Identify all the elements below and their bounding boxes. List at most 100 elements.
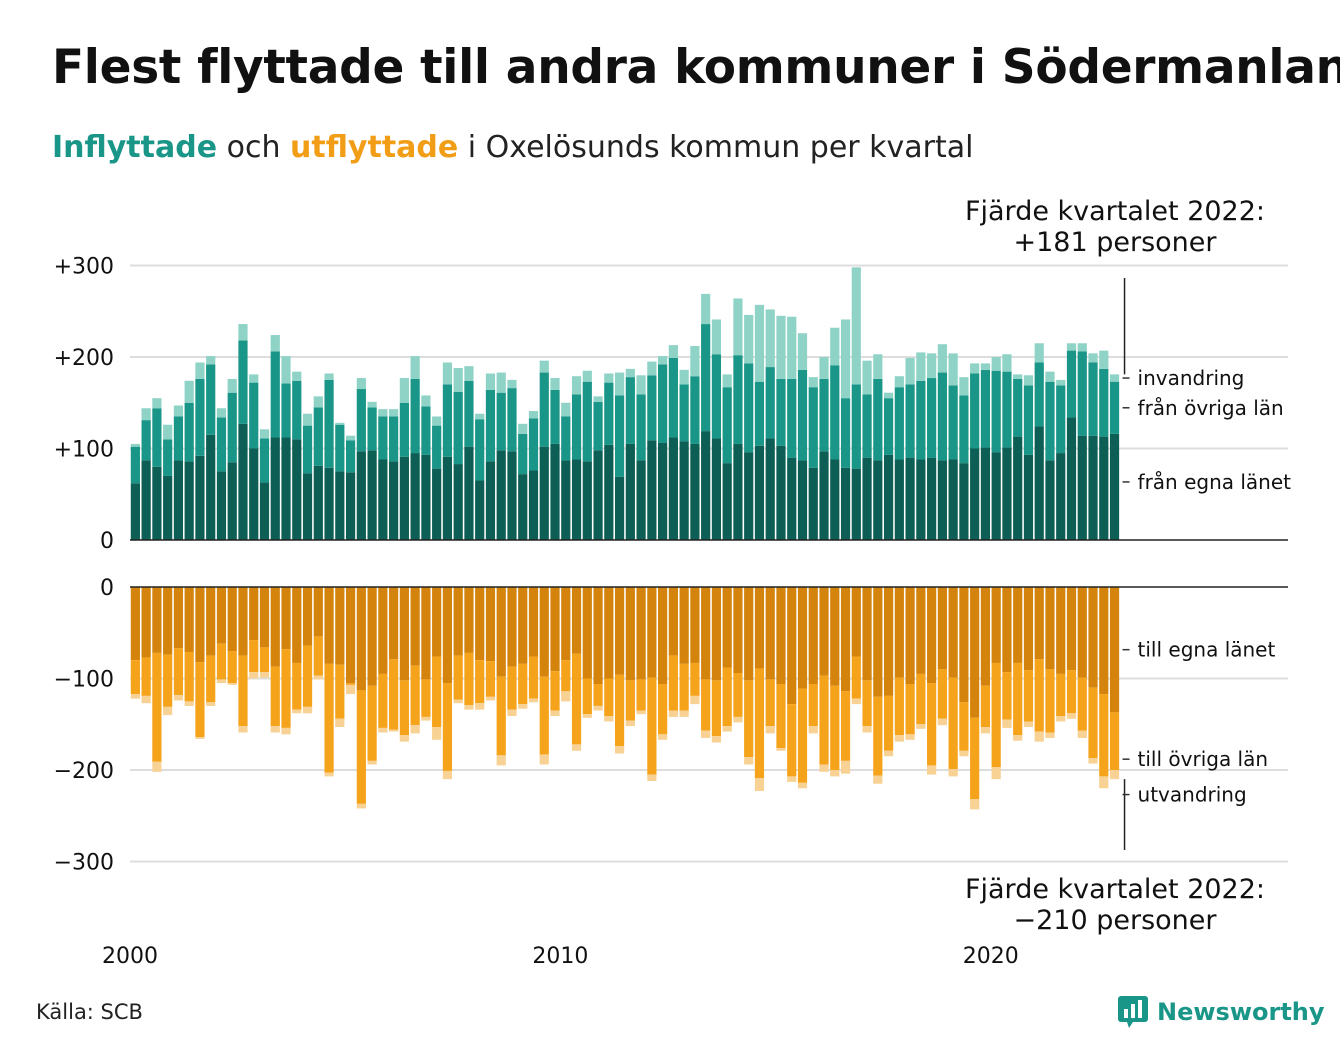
- bar-in-ovriga: [1045, 381, 1055, 461]
- bar-in-egna: [356, 451, 366, 541]
- bar-out-ovriga: [658, 683, 668, 735]
- bar-in-invandring: [141, 408, 151, 421]
- bar-out-egna: [227, 587, 237, 652]
- bar-in-ovriga: [905, 384, 915, 458]
- bar-out-ovriga: [249, 640, 259, 673]
- bar-out-ovriga: [399, 680, 409, 736]
- bar-in-invandring: [647, 361, 657, 376]
- bar-in-egna: [851, 468, 861, 540]
- bar-in-ovriga: [636, 394, 646, 461]
- bar-in-ovriga: [840, 398, 851, 468]
- bar-out-utvandring: [507, 709, 517, 717]
- bar-in-ovriga: [539, 372, 549, 447]
- bar-out-ovriga: [873, 696, 883, 776]
- bar-out-ovriga: [356, 690, 366, 804]
- bar-out-egna: [830, 587, 840, 686]
- bar-out-egna: [970, 587, 980, 718]
- bar-out-ovriga: [571, 653, 582, 745]
- bar-in-egna: [776, 445, 786, 540]
- bar-out-egna: [550, 587, 560, 672]
- bar-out-egna: [916, 587, 926, 674]
- bar-out-utvandring: [625, 720, 635, 727]
- y-tick-label-top: 0: [100, 529, 114, 554]
- bar-out-utvandring: [980, 727, 991, 734]
- bar-in-egna: [797, 460, 808, 540]
- bar-out-utvandring: [335, 718, 345, 727]
- newsworthy-logo[interactable]: Newsworthy: [1117, 995, 1325, 1029]
- bar-out-egna: [959, 587, 969, 703]
- bar-in-ovriga: [399, 402, 409, 457]
- utflyttade-bars: [130, 587, 1120, 810]
- bar-out-ovriga: [410, 665, 420, 726]
- bar-out-ovriga: [647, 677, 657, 775]
- bar-in-egna: [518, 474, 528, 540]
- bar-out-ovriga: [1045, 669, 1055, 733]
- bar-out-utvandring: [313, 675, 323, 680]
- bar-out-egna: [238, 587, 248, 656]
- bar-in-ovriga: [970, 373, 980, 449]
- bar-in-ovriga: [130, 446, 140, 484]
- bar-in-invandring: [485, 373, 496, 390]
- annotation-bottom-line2: −210 personer: [1013, 905, 1217, 936]
- bar-in-invandring: [1023, 375, 1034, 386]
- bar-in-ovriga: [518, 433, 528, 475]
- bar-out-utvandring: [195, 737, 205, 739]
- bar-in-egna: [808, 467, 818, 540]
- bar-in-invandring: [249, 374, 259, 383]
- bar-out-egna: [259, 587, 270, 648]
- bar-out-egna: [130, 587, 140, 661]
- bar-in-invandring: [367, 401, 377, 408]
- bar-in-invandring: [905, 357, 915, 385]
- bar-out-ovriga: [840, 691, 851, 761]
- bar-in-invandring: [216, 408, 227, 418]
- bar-out-utvandring: [1023, 721, 1034, 727]
- bar-out-egna: [152, 587, 162, 653]
- bar-in-invandring: [948, 353, 958, 386]
- bar-in-egna: [1002, 447, 1012, 540]
- bar-out-utvandring: [539, 754, 549, 765]
- subtitle-connector: och: [217, 130, 290, 165]
- bar-in-invandring: [1066, 343, 1077, 351]
- bar-out-egna: [206, 587, 216, 656]
- bar-out-utvandring: [356, 803, 366, 809]
- bar-in-egna: [1045, 460, 1055, 540]
- bar-out-ovriga: [496, 676, 506, 756]
- bar-in-egna: [1023, 454, 1034, 540]
- bar-out-ovriga: [238, 655, 248, 727]
- bar-out-ovriga: [292, 662, 302, 710]
- bar-in-egna: [582, 461, 592, 540]
- bar-in-ovriga: [270, 351, 280, 438]
- x-tick-label: 2020: [963, 944, 1019, 969]
- bar-out-egna: [679, 587, 689, 664]
- bar-out-egna: [733, 587, 743, 674]
- bar-out-ovriga: [927, 683, 937, 766]
- bar-out-ovriga: [851, 656, 861, 699]
- bar-out-egna: [614, 587, 625, 675]
- bar-out-utvandring: [518, 704, 528, 709]
- bar-out-ovriga: [421, 679, 431, 717]
- bar-in-egna: [830, 459, 840, 540]
- bar-out-utvandring: [399, 735, 409, 742]
- bar-out-ovriga: [980, 685, 991, 727]
- bar-out-ovriga: [1056, 673, 1066, 717]
- bar-in-ovriga: [647, 375, 657, 441]
- bar-in-invandring: [163, 424, 173, 440]
- bar-in-ovriga: [1109, 381, 1120, 434]
- bar-in-invandring: [528, 410, 539, 419]
- bar-in-egna: [959, 463, 969, 540]
- bar-out-egna: [808, 587, 818, 684]
- bar-out-ovriga: [614, 674, 625, 747]
- bar-out-egna: [937, 587, 947, 670]
- bar-out-utvandring: [948, 769, 958, 777]
- bar-out-utvandring: [216, 679, 227, 684]
- bar-in-egna: [614, 476, 625, 541]
- bar-in-ovriga: [432, 425, 442, 469]
- bar-out-utvandring: [281, 727, 291, 735]
- bar-in-egna: [464, 446, 474, 540]
- bar-out-egna: [905, 587, 915, 684]
- bar-in-invandring: [130, 443, 140, 447]
- bar-out-utvandring: [292, 709, 302, 714]
- bar-out-utvandring: [302, 706, 313, 714]
- bar-in-egna: [442, 456, 453, 541]
- bar-in-ovriga: [1066, 350, 1077, 418]
